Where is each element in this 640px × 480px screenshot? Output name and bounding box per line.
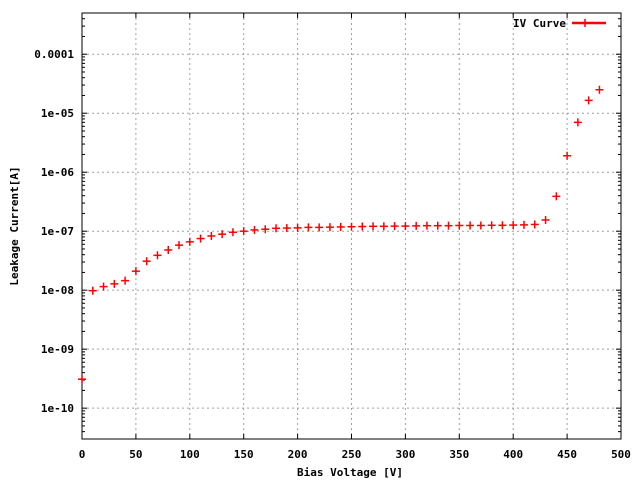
legend-label: IV Curve — [513, 17, 566, 30]
data-point — [282, 224, 291, 233]
data-point — [121, 276, 130, 285]
data-point — [541, 215, 550, 224]
x-tick-label: 200 — [288, 448, 308, 461]
x-tick-label: 350 — [449, 448, 469, 461]
data-point — [315, 223, 324, 232]
x-axis-title: Bias Voltage [V] — [297, 466, 403, 479]
data-point — [142, 257, 151, 266]
x-tick-label: 450 — [557, 448, 577, 461]
grid-layer — [82, 13, 621, 439]
data-point — [272, 224, 281, 233]
data-point — [153, 251, 162, 260]
data-point — [509, 221, 518, 230]
y-tick-label: 1e-05 — [41, 107, 74, 120]
data-points-layer — [78, 85, 604, 384]
y-tick-label: 0.0001 — [34, 48, 74, 61]
data-point — [519, 220, 528, 229]
y-tick-label: 1e-09 — [41, 343, 74, 356]
data-point — [293, 223, 302, 232]
data-point — [261, 225, 270, 234]
data-point — [196, 234, 205, 243]
x-tick-label: 400 — [503, 448, 523, 461]
data-point — [552, 192, 561, 201]
data-point — [239, 227, 248, 236]
data-point — [455, 221, 464, 230]
data-point — [444, 221, 453, 230]
x-tick-label: 500 — [611, 448, 631, 461]
y-tick-label: 1e-07 — [41, 225, 74, 238]
data-point — [228, 228, 237, 237]
data-point — [379, 222, 388, 231]
x-tick-label: 300 — [395, 448, 415, 461]
data-point — [250, 225, 259, 234]
data-point — [185, 237, 194, 246]
data-point — [347, 222, 356, 231]
data-point — [595, 85, 604, 94]
y-axis-title: Leakage Current[A] — [8, 166, 21, 285]
data-point — [336, 222, 345, 231]
data-point — [207, 231, 216, 240]
data-point — [325, 223, 334, 232]
x-tick-label: 50 — [129, 448, 142, 461]
x-tick-label: 250 — [342, 448, 362, 461]
data-point — [401, 222, 410, 231]
data-point — [78, 375, 86, 384]
data-point — [466, 221, 475, 230]
data-point — [487, 221, 496, 230]
data-point — [88, 286, 97, 295]
data-point — [390, 222, 399, 231]
data-point — [358, 222, 367, 231]
data-point — [476, 221, 485, 230]
data-point — [573, 118, 582, 127]
x-tick-label: 0 — [79, 448, 86, 461]
x-tick-label: 150 — [234, 448, 254, 461]
tick-layer: 0 50 100 150 200 250 300 350 400 450 500 1e-10 1e-09… — [34, 12, 631, 461]
data-point — [563, 151, 572, 160]
y-tick-label: 1e-10 — [41, 402, 74, 415]
data-point — [412, 221, 421, 230]
data-point — [131, 267, 140, 276]
data-point — [304, 223, 313, 232]
y-tick-label: 1e-06 — [41, 166, 74, 179]
data-point — [584, 96, 593, 105]
data-point — [218, 230, 227, 239]
data-point — [498, 221, 507, 230]
data-point — [530, 220, 539, 229]
data-point — [433, 221, 442, 230]
data-point — [99, 282, 108, 291]
x-tick-label: 100 — [180, 448, 200, 461]
data-point — [369, 222, 378, 231]
data-point — [175, 241, 184, 250]
plot-frame — [81, 12, 622, 440]
data-point — [422, 221, 431, 230]
data-point — [164, 245, 173, 254]
legend: IV Curve — [513, 17, 606, 30]
y-tick-label: 1e-08 — [41, 284, 74, 297]
legend-swatch — [572, 19, 606, 27]
data-point — [110, 279, 119, 288]
